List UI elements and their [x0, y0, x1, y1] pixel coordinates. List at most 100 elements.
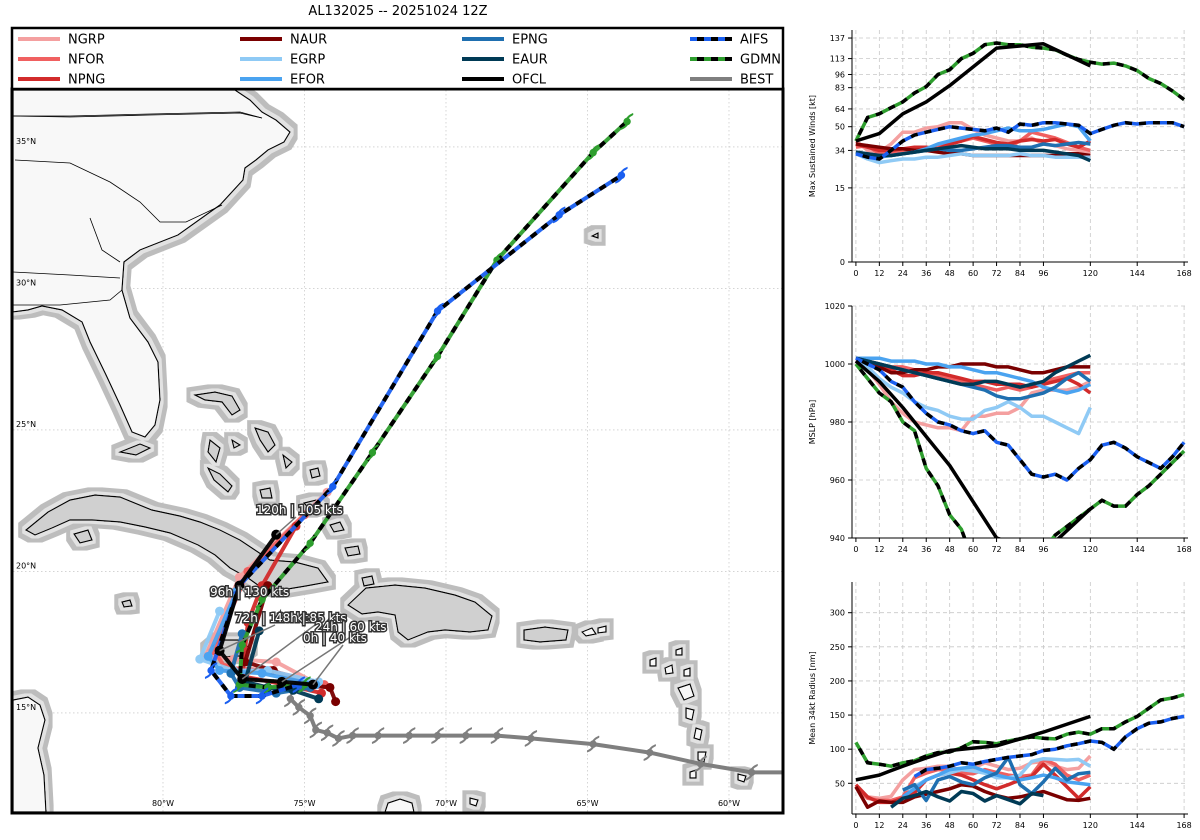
best-track-marker — [371, 727, 385, 745]
marker-arm — [315, 721, 323, 728]
marker-arm — [431, 313, 439, 320]
marker-core — [696, 760, 705, 768]
state-borders — [13, 111, 263, 119]
track-map[interactable]: 120h | 105 kts 96h | 130 kts 72h | 125 kts… — [0, 0, 800, 840]
x-tick-label: 144 — [1130, 821, 1145, 830]
land-bahamas-islands — [117, 232, 599, 608]
marker-arm — [436, 347, 444, 355]
x-tick-label: 60 — [968, 821, 978, 830]
marker-arm — [284, 701, 292, 708]
x-tick-label: 24 — [898, 821, 908, 830]
x-tick-label: 84 — [1015, 269, 1025, 278]
lat-label: 30°N — [16, 278, 36, 287]
x-tick-label: 72 — [991, 821, 1001, 830]
legend-label: NPNG — [68, 73, 105, 88]
x-tick-label: 120 — [1083, 269, 1098, 278]
x-tick-label: 12 — [874, 821, 884, 830]
x-tick-label: 36 — [921, 821, 931, 830]
best-track-marker — [303, 707, 317, 725]
marker-arm — [326, 488, 334, 495]
series-npng — [855, 134, 1092, 153]
track-line — [217, 532, 315, 687]
series-epng — [902, 755, 1091, 803]
marker-arm — [298, 686, 306, 694]
y-tick-label: 150 — [830, 711, 845, 720]
state-border-lines — [13, 112, 263, 306]
x-tick-label: 144 — [1130, 545, 1145, 554]
annotation-label: 120h | 105 kts — [256, 503, 343, 517]
best-track-marker — [346, 727, 359, 745]
lat-label: 20°N — [16, 561, 36, 570]
panel-series — [854, 41, 1186, 165]
wind-panel: 0 12 24 36 48 60 72 84 96 120 144 168 0 15 34 50 64 83 96 1… — [808, 30, 1192, 278]
lon-label: 80°W — [152, 799, 174, 808]
marker-arm — [750, 763, 758, 771]
x-tick-label: 0 — [853, 269, 858, 278]
x-tick-label: 168 — [1176, 269, 1191, 278]
marker-arm — [552, 217, 560, 224]
lon-label: 60°W — [718, 799, 740, 808]
marker-core — [207, 666, 215, 675]
marker-core — [306, 712, 314, 720]
marker-arm — [332, 740, 340, 747]
best-track-marker — [402, 727, 416, 745]
series-aifs — [913, 714, 1185, 779]
x-tick-label: 0 — [853, 545, 858, 554]
x-tick-label: 36 — [921, 545, 931, 554]
marker-arm — [326, 724, 334, 731]
marker-arm — [592, 144, 600, 151]
track-gdmn — [233, 113, 634, 696]
annotation-5: 0h | 40 kts — [302, 630, 368, 686]
marker-arm — [235, 647, 244, 654]
panel-series — [854, 353, 1186, 538]
series-aifs — [855, 120, 1185, 161]
marker-arm — [233, 686, 241, 694]
marker-arm — [303, 718, 311, 725]
marker-arm — [524, 740, 532, 747]
legend-item-eaur: EAUR — [462, 53, 548, 68]
series-aifs-dash — [913, 714, 1185, 779]
marker-arm — [337, 729, 345, 737]
land-hispaniola — [347, 584, 493, 641]
marker-arm — [586, 154, 594, 162]
marker-arm — [620, 123, 628, 130]
y-axis-label: Max Sustained Winds [kt] — [808, 95, 817, 197]
lon-label: 70°W — [435, 799, 457, 808]
marker-core — [433, 307, 442, 315]
series-ofcl — [855, 714, 1091, 782]
marker-arm — [204, 672, 212, 679]
series-gdmn — [854, 41, 1186, 142]
annotation-0: 120h | 105 kts — [255, 502, 344, 536]
forecast-point — [271, 657, 281, 667]
legend-label: EPNG — [512, 33, 548, 48]
marker-core — [433, 731, 442, 740]
marker-arm — [643, 754, 651, 762]
legend-label: EFOR — [290, 73, 325, 88]
y-tick-label: 200 — [830, 677, 845, 686]
legend-item-aifs: AIFS — [690, 33, 768, 48]
series-gdmn-dash — [854, 692, 1185, 768]
legend-item-best: BEST — [690, 73, 773, 88]
y-tick-label: 34 — [835, 146, 845, 155]
forecast-marker — [204, 662, 218, 679]
x-tick-label: 24 — [898, 545, 908, 554]
y-axis-label: Mean 34kt Radius [nm] — [808, 651, 817, 744]
annotation-3: 48h | 85 kts — [241, 610, 348, 680]
forecast-point — [257, 668, 267, 678]
best-track-marker — [431, 727, 444, 745]
annotation-label: 24h | 60 kts — [315, 620, 387, 634]
marker-core — [258, 692, 266, 700]
y-tick-label: 0 — [840, 258, 845, 267]
track-dash — [237, 120, 629, 690]
marker-arm — [496, 251, 504, 258]
annotation-label: 96h | 130 kts — [210, 585, 289, 599]
marker-arm — [298, 676, 306, 683]
y-tick-label: 940 — [830, 534, 845, 543]
y-tick-label: 96 — [835, 71, 845, 80]
lon-label: 75°W — [293, 799, 315, 808]
forecast-point — [195, 654, 205, 664]
x-tick-label: 96 — [1038, 821, 1048, 830]
marker-arm — [699, 755, 707, 762]
marker-core — [312, 726, 320, 734]
x-tick-label: 24 — [898, 269, 908, 278]
